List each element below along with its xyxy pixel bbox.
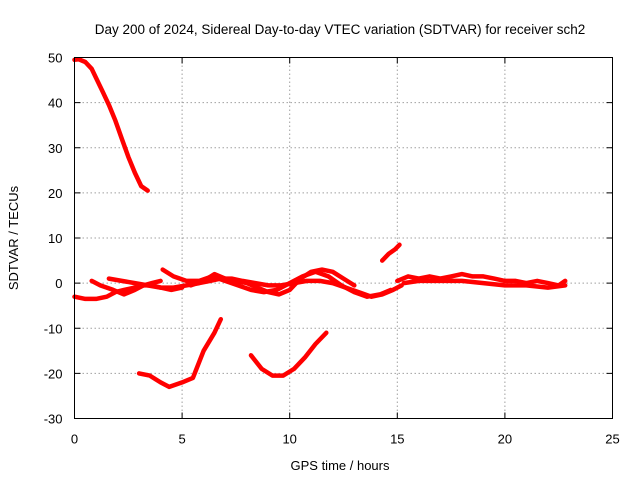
x-tick-label: 25 — [605, 432, 619, 447]
axis-ticks: 0 5 10 15 20 25 -30 -20 -10 0 10 20 30 40 50 — [44, 51, 620, 447]
y-tick-label: 40 — [48, 96, 62, 111]
y-tick-label: -10 — [44, 321, 63, 336]
y-tick-label: -30 — [44, 412, 63, 427]
x-tick-label: 5 — [178, 432, 185, 447]
x-axis-title: GPS time / hours — [291, 458, 390, 473]
y-tick-label: 10 — [48, 231, 62, 246]
series-track-7 — [379, 242, 402, 263]
data-series-layer — [72, 57, 568, 390]
series-track-3 — [89, 278, 163, 297]
y-tick-label: 30 — [48, 141, 62, 156]
y-tick-label: 50 — [48, 51, 62, 66]
x-tick-label: 20 — [498, 432, 512, 447]
x-tick-label: 0 — [71, 432, 78, 447]
x-tick-label: 15 — [390, 432, 404, 447]
series-track-8 — [395, 271, 568, 288]
y-tick-label: 20 — [48, 186, 62, 201]
series-track-1 — [72, 57, 150, 193]
y-tick-label: 0 — [55, 276, 62, 291]
series-track-6 — [188, 267, 357, 297]
series-track-10 — [136, 316, 224, 390]
x-tick-label: 10 — [282, 432, 296, 447]
y-axis-title: SDTVAR / TECUs — [6, 185, 21, 290]
y-tick-label: -20 — [44, 366, 63, 381]
series-track-11 — [248, 330, 329, 378]
grid-lines — [74, 57, 613, 419]
chart-title: Day 200 of 2024, Sidereal Day-to-day VTE… — [95, 22, 585, 37]
series-track-9 — [401, 278, 568, 290]
